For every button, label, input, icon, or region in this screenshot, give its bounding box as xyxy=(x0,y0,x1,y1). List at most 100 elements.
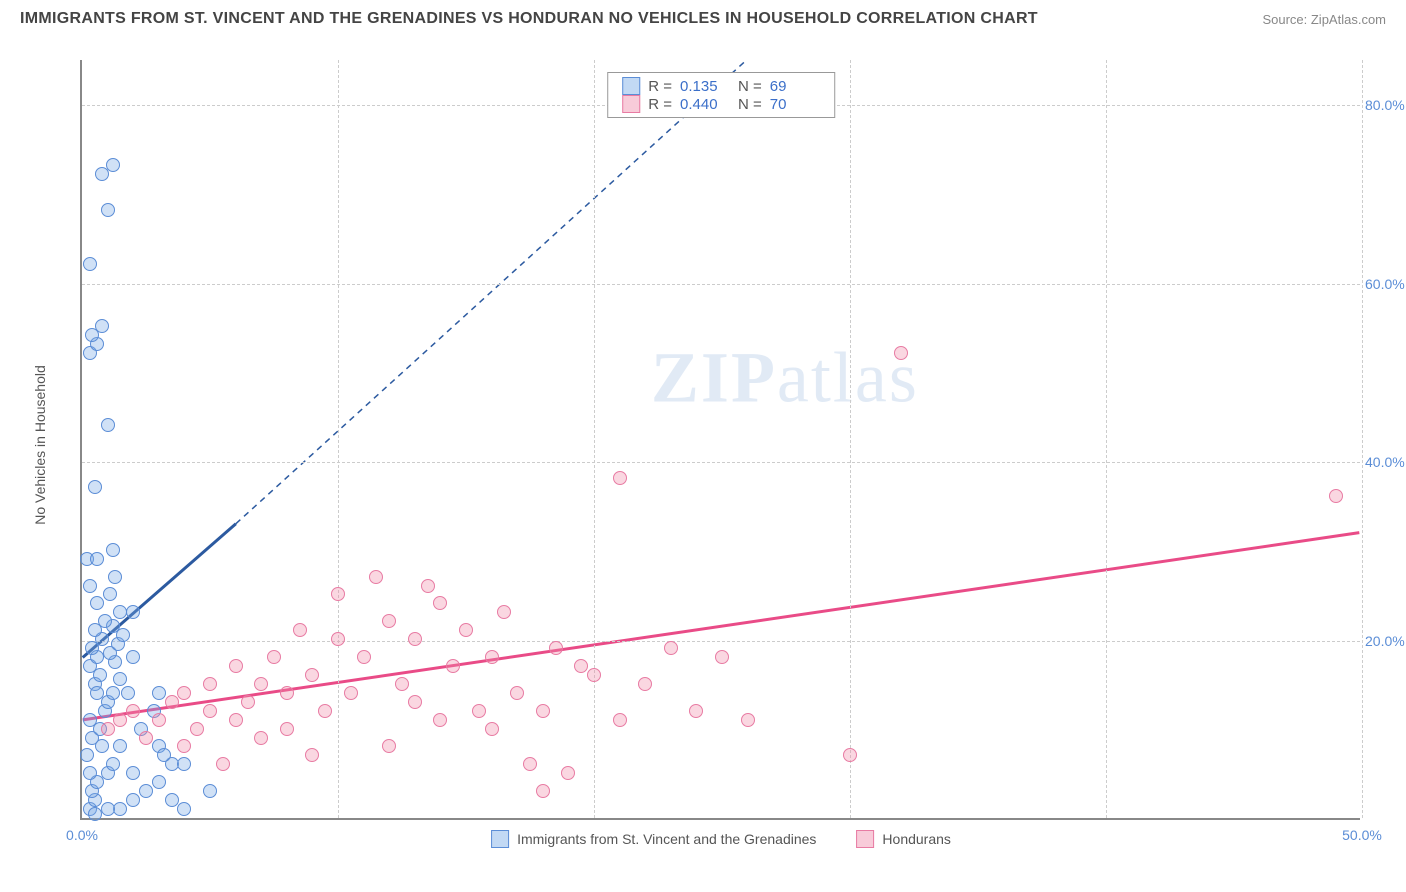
data-point xyxy=(216,757,230,771)
n-label: N = xyxy=(738,78,762,95)
data-point xyxy=(395,677,409,691)
data-point xyxy=(101,802,115,816)
data-point xyxy=(90,552,104,566)
data-point xyxy=(318,704,332,718)
data-point xyxy=(587,668,601,682)
legend-label-s1: Immigrants from St. Vincent and the Gren… xyxy=(517,831,816,847)
data-point xyxy=(113,672,127,686)
data-point xyxy=(497,605,511,619)
data-point xyxy=(126,704,140,718)
data-point xyxy=(446,659,460,673)
data-point xyxy=(574,659,588,673)
gridline-h xyxy=(82,462,1360,463)
data-point xyxy=(101,418,115,432)
data-point xyxy=(83,713,97,727)
data-point xyxy=(510,686,524,700)
r-label: R = xyxy=(648,78,672,95)
r-value-s1: 0.135 xyxy=(680,78,730,95)
data-point xyxy=(536,784,550,798)
data-point xyxy=(106,757,120,771)
data-point xyxy=(613,713,627,727)
stats-legend: R = 0.135 N = 69 R = 0.440 N = 70 xyxy=(607,72,835,118)
data-point xyxy=(88,480,102,494)
legend-label-s2: Hondurans xyxy=(882,831,951,847)
data-point xyxy=(331,587,345,601)
legend-item-s1: Immigrants from St. Vincent and the Gren… xyxy=(491,830,816,848)
data-point xyxy=(229,659,243,673)
data-point xyxy=(1329,489,1343,503)
data-point xyxy=(254,731,268,745)
data-point xyxy=(638,677,652,691)
bottom-legend: Immigrants from St. Vincent and the Gren… xyxy=(491,830,951,848)
data-point xyxy=(254,677,268,691)
data-point xyxy=(293,623,307,637)
data-point xyxy=(344,686,358,700)
gridline-v xyxy=(1106,60,1107,818)
data-point xyxy=(433,596,447,610)
data-point xyxy=(382,739,396,753)
n-value-s2: 70 xyxy=(770,96,820,113)
data-point xyxy=(843,748,857,762)
data-point xyxy=(536,704,550,718)
data-point xyxy=(83,257,97,271)
data-point xyxy=(421,579,435,593)
data-point xyxy=(126,793,140,807)
data-point xyxy=(280,722,294,736)
data-point xyxy=(177,739,191,753)
data-point xyxy=(101,722,115,736)
y-axis-label: No Vehicles in Household xyxy=(32,365,48,525)
data-point xyxy=(113,739,127,753)
ytick-label: 60.0% xyxy=(1365,276,1406,292)
data-point xyxy=(369,570,383,584)
n-value-s1: 69 xyxy=(770,78,820,95)
data-point xyxy=(106,543,120,557)
gridline-v xyxy=(1362,60,1363,818)
plot-area: ZIPatlas R = 0.135 N = 69 R = 0.440 N = … xyxy=(80,60,1360,820)
data-point xyxy=(83,766,97,780)
r-value-s2: 0.440 xyxy=(680,96,730,113)
swatch-s2-icon xyxy=(622,95,640,113)
data-point xyxy=(203,704,217,718)
data-point xyxy=(741,713,755,727)
swatch-s1-icon xyxy=(622,77,640,95)
data-point xyxy=(126,650,140,664)
data-point xyxy=(229,713,243,727)
gridline-h xyxy=(82,641,1360,642)
data-point xyxy=(305,748,319,762)
data-point xyxy=(165,793,179,807)
data-point xyxy=(357,650,371,664)
data-point xyxy=(152,686,166,700)
data-point xyxy=(103,587,117,601)
gridline-v xyxy=(338,60,339,818)
data-point xyxy=(113,713,127,727)
data-point xyxy=(331,632,345,646)
data-point xyxy=(95,319,109,333)
gridline-v xyxy=(594,60,595,818)
stats-row-s2: R = 0.440 N = 70 xyxy=(622,95,820,113)
data-point xyxy=(90,686,104,700)
data-point xyxy=(241,695,255,709)
data-point xyxy=(472,704,486,718)
r-label-2: R = xyxy=(648,96,672,113)
xtick-label: 0.0% xyxy=(66,827,98,843)
data-point xyxy=(139,731,153,745)
trend-lines xyxy=(82,60,1360,818)
ytick-label: 80.0% xyxy=(1365,97,1406,113)
data-point xyxy=(664,641,678,655)
data-point xyxy=(165,695,179,709)
data-point xyxy=(715,650,729,664)
data-point xyxy=(90,596,104,610)
data-point xyxy=(408,695,422,709)
data-point xyxy=(177,686,191,700)
data-point xyxy=(157,748,171,762)
data-point xyxy=(485,650,499,664)
data-point xyxy=(177,802,191,816)
legend-item-s2: Hondurans xyxy=(856,830,951,848)
chart-title: IMMIGRANTS FROM ST. VINCENT AND THE GREN… xyxy=(20,10,1038,28)
data-point xyxy=(106,158,120,172)
data-point xyxy=(106,686,120,700)
data-point xyxy=(280,686,294,700)
source-label: Source: ZipAtlas.com xyxy=(1262,12,1386,27)
data-point xyxy=(203,784,217,798)
data-point xyxy=(894,346,908,360)
